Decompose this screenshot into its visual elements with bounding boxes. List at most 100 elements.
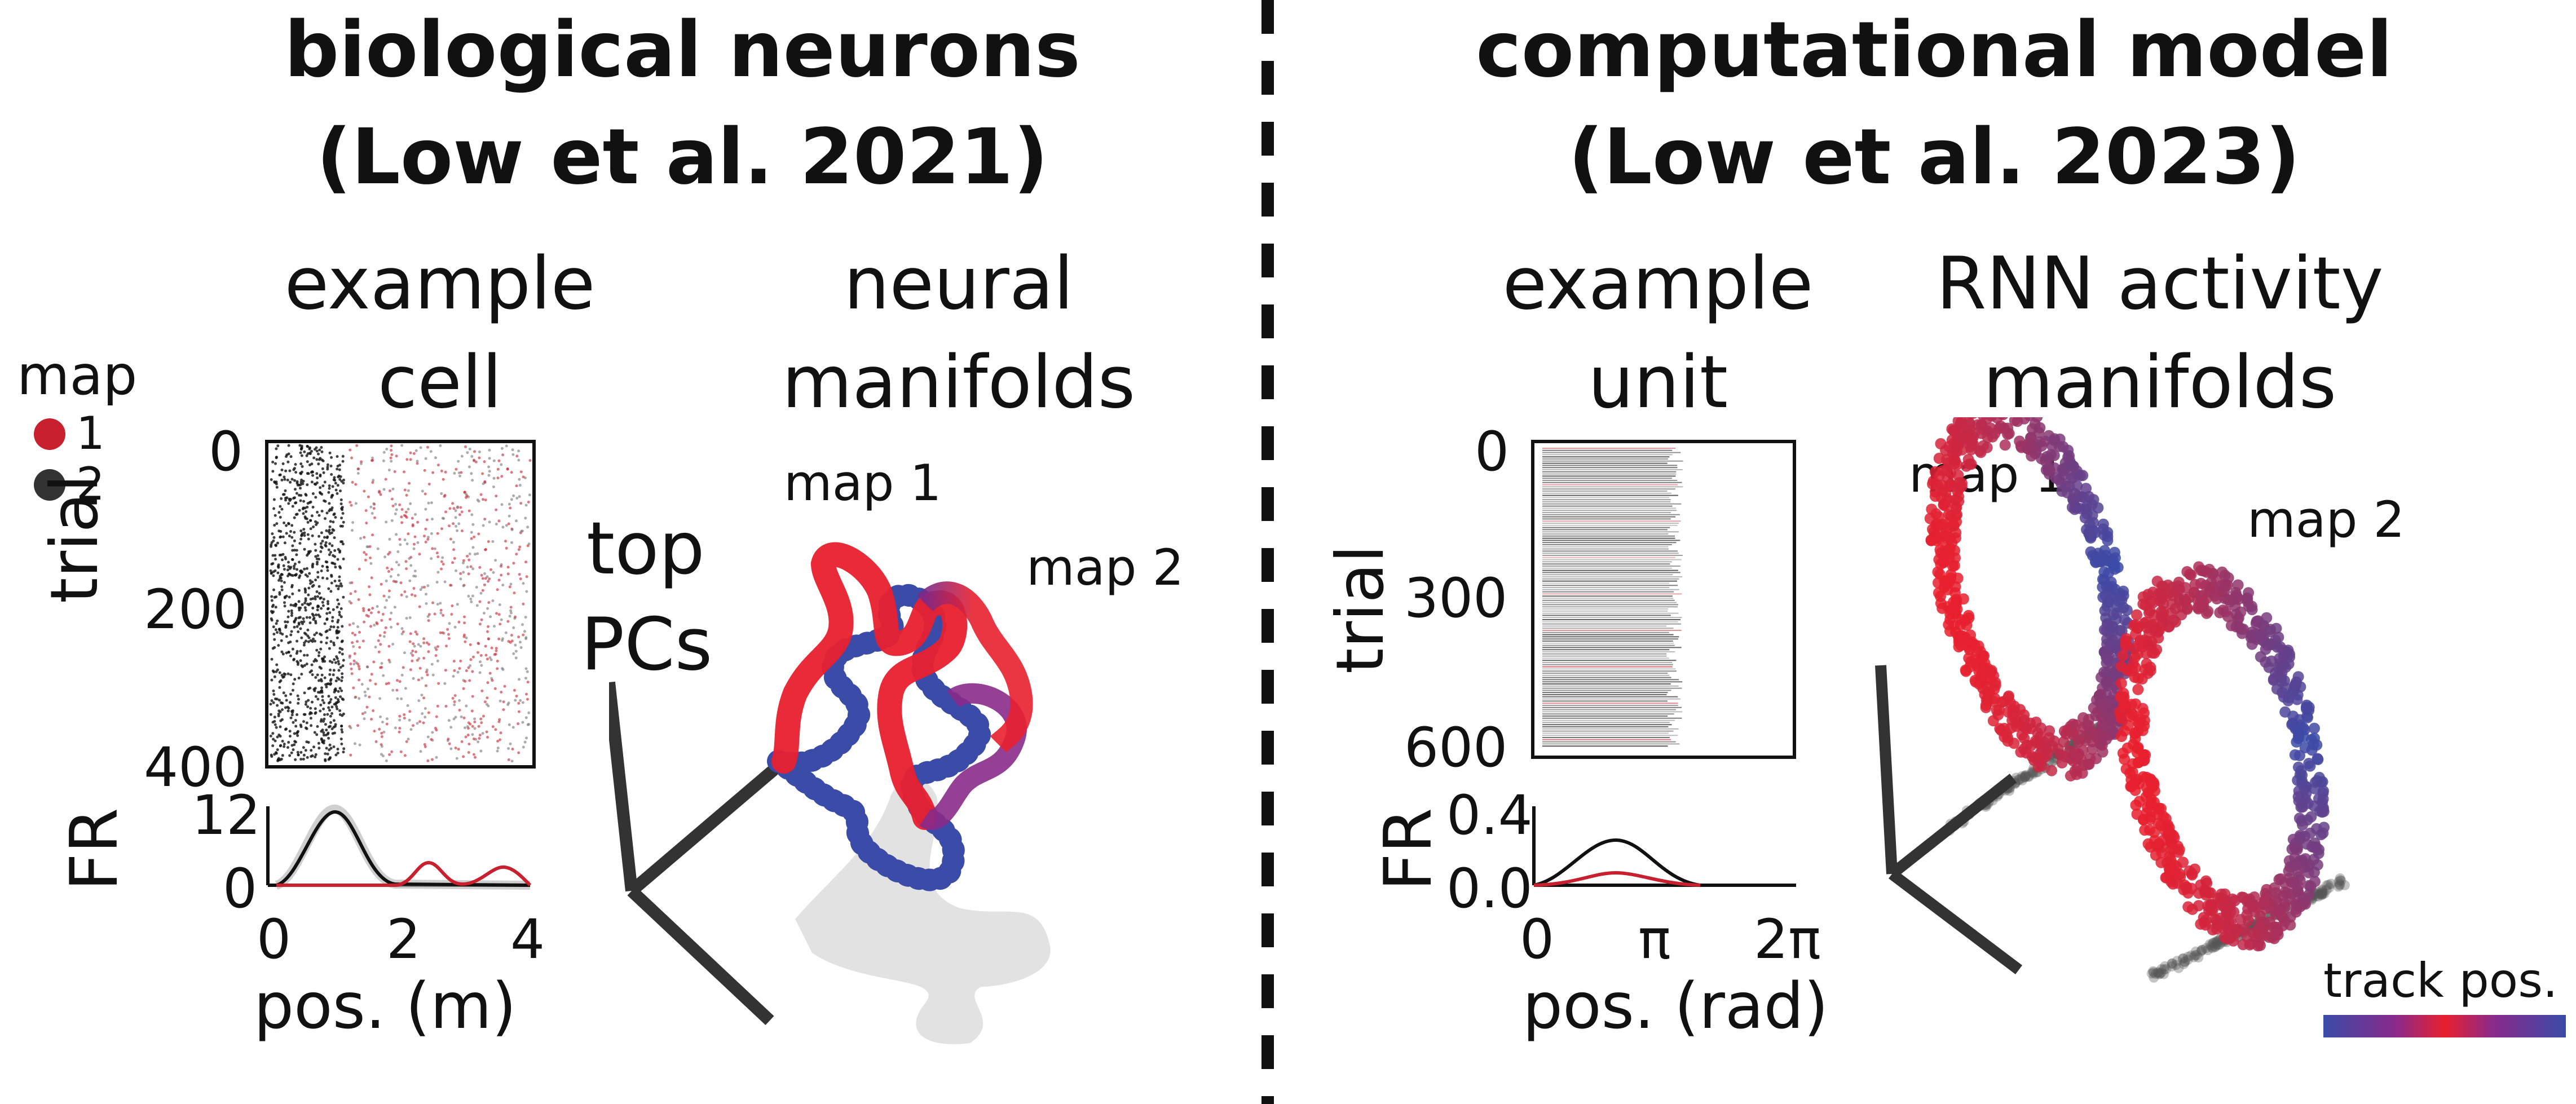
- raster-spike: [390, 444, 393, 448]
- raster-spike: [445, 644, 448, 648]
- raster-spike: [338, 468, 341, 471]
- raster-spike: [380, 731, 383, 735]
- raster-spike: [288, 730, 292, 733]
- raster-spike: [302, 500, 306, 503]
- raster-spike: [482, 524, 485, 527]
- raster-spike: [271, 461, 275, 463]
- raster-spike: [299, 750, 303, 754]
- raster-spike: [456, 603, 459, 606]
- raster-spike: [300, 673, 303, 676]
- rnn-state-dot: [2261, 884, 2273, 895]
- raster-spike: [307, 603, 311, 607]
- raster-spike: [340, 679, 343, 682]
- raster-spike: [302, 617, 305, 620]
- raster-spike: [290, 611, 294, 615]
- raster-spike: [274, 628, 277, 632]
- raster-spike: [382, 674, 385, 677]
- raster-spike: [495, 612, 498, 615]
- raster-spike: [518, 545, 522, 549]
- rnn-shadow-dot: [2167, 961, 2177, 971]
- raster-spike: [352, 663, 356, 666]
- raster-spike: [439, 602, 442, 605]
- raster-spike: [460, 740, 464, 743]
- rnn-state-dot: [2246, 638, 2258, 650]
- raster-spike: [399, 750, 403, 753]
- raster-spike: [492, 571, 495, 574]
- raster-spike: [290, 713, 294, 717]
- raster-spike: [436, 571, 440, 574]
- raster-spike: [291, 549, 294, 552]
- raster-spike: [280, 469, 284, 471]
- raster-spike: [338, 709, 342, 712]
- rnn-manifold-title-line2: manifolds: [1983, 341, 2337, 425]
- raster-spike: [349, 726, 352, 730]
- rnn-state-dot: [2305, 811, 2317, 823]
- raster-spike: [340, 728, 343, 731]
- raster-spike: [275, 456, 278, 460]
- raster-spike: [508, 615, 511, 618]
- raster-spike: [321, 564, 324, 568]
- raster-spike: [391, 643, 395, 646]
- rnn-state-dot: [1969, 654, 1980, 665]
- raster-spike: [391, 487, 395, 491]
- raster-spike: [341, 672, 344, 675]
- raster-spike: [289, 735, 292, 738]
- raster-spike: [364, 694, 367, 697]
- raster-spike: [370, 611, 373, 615]
- raster-spike: [458, 709, 461, 712]
- raster-spike: [356, 472, 360, 475]
- left-manifold: [609, 542, 1051, 1044]
- raster-spike: [288, 754, 292, 757]
- raster-spike: [319, 473, 322, 476]
- raster-spike: [466, 451, 469, 454]
- raster-spike: [499, 622, 502, 626]
- rnn-state-dot: [2147, 597, 2159, 608]
- raster-spike: [424, 716, 427, 719]
- raster-spike: [283, 743, 286, 746]
- raster-spike: [390, 449, 393, 452]
- raster-spike: [426, 673, 429, 677]
- raster-spike: [271, 532, 274, 536]
- raster-spike: [326, 467, 329, 471]
- raster-spike: [491, 599, 495, 602]
- raster-spike: [365, 522, 368, 525]
- raster-spike: [427, 501, 430, 505]
- raster-spike: [510, 541, 513, 544]
- rnn-state-dot: [2071, 769, 2083, 780]
- raster-spike: [488, 470, 491, 473]
- rnn-shadow-dot: [2152, 967, 2163, 978]
- raster-spike: [495, 508, 498, 511]
- raster-spike: [485, 730, 488, 734]
- rnn-state-dot: [2107, 609, 2119, 621]
- right-raster-plot: [1531, 440, 1796, 759]
- raster-spike: [497, 637, 501, 641]
- raster-spike: [325, 566, 329, 568]
- raster-spike: [466, 725, 469, 728]
- raster-spike: [524, 667, 528, 670]
- raster-spike: [320, 446, 323, 449]
- raster-spike: [465, 496, 467, 499]
- rnn-shadow-dot: [2317, 887, 2327, 898]
- raster-spike: [395, 688, 399, 692]
- raster-spike: [350, 504, 353, 507]
- raster-spike: [360, 683, 364, 686]
- raster-spike: [298, 493, 301, 497]
- raster-spike: [524, 476, 527, 479]
- rnn-axis-1: [1875, 665, 1898, 875]
- raster-spike: [403, 590, 407, 593]
- legend-marker-map1: [34, 418, 65, 450]
- raster-spike: [333, 562, 337, 566]
- rnn-state-dot: [2145, 800, 2156, 811]
- raster-spike: [277, 566, 280, 569]
- right-fr-plot: [1532, 806, 1796, 887]
- raster-spike: [320, 679, 323, 683]
- raster-spike: [468, 679, 471, 682]
- raster-spike: [330, 661, 334, 664]
- left-map1-label: map 1: [784, 454, 942, 512]
- raster-spike: [437, 682, 440, 685]
- raster-spike: [349, 592, 352, 595]
- raster-spike: [444, 705, 448, 708]
- rnn-state-dot: [2149, 834, 2160, 846]
- raster-spike: [451, 561, 455, 564]
- raster-spike: [515, 695, 518, 698]
